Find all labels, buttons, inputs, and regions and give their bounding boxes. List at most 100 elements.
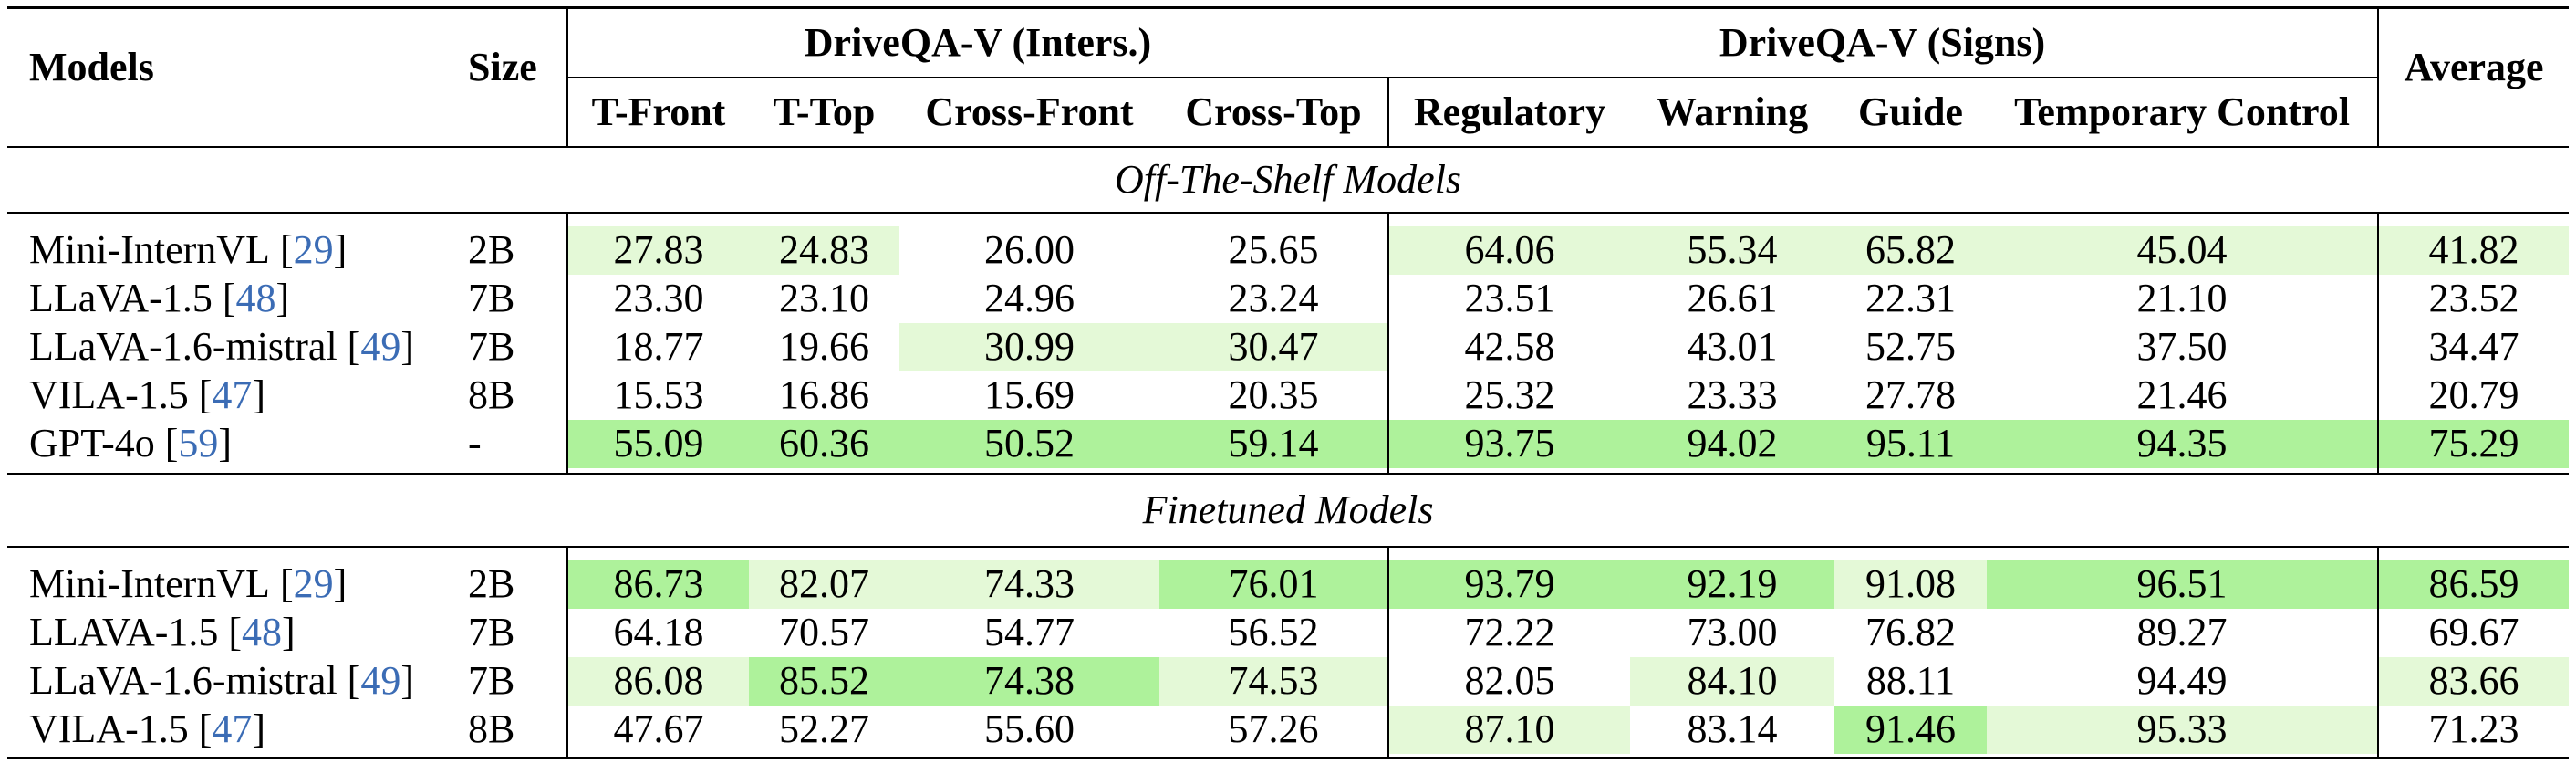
score-t-top: 16.86 bbox=[779, 372, 869, 418]
header-models: Models bbox=[7, 6, 452, 146]
table-spacer-cell bbox=[749, 546, 899, 560]
header-average: Average bbox=[2377, 6, 2570, 146]
table-spacer-cell bbox=[452, 546, 566, 560]
table-spacer-cell bbox=[2377, 212, 2570, 226]
table-spacer-cell bbox=[452, 754, 566, 759]
citation-close-bracket: ] bbox=[218, 421, 233, 466]
score-average: 83.66 bbox=[2377, 657, 2570, 706]
score-cross-top: 25.65 bbox=[1228, 227, 1319, 273]
table-spacer-cell bbox=[1630, 212, 1834, 226]
score-average: 20.79 bbox=[2377, 371, 2569, 420]
score-temporary-control: 21.46 bbox=[2136, 372, 2228, 418]
table-spacer-cell bbox=[566, 468, 749, 473]
score-regulatory: 87.10 bbox=[1387, 706, 1630, 754]
table-spacer-cell bbox=[7, 754, 452, 759]
citation-open-bracket: [ bbox=[164, 421, 179, 466]
citation-close-bracket: ] bbox=[252, 706, 266, 752]
score-cross-top: 20.35 bbox=[1228, 372, 1319, 418]
table-spacer-cell bbox=[1387, 754, 1630, 759]
table-spacer-cell bbox=[566, 212, 749, 226]
score-t-front: 23.30 bbox=[566, 275, 749, 323]
citation-link[interactable]: 47 bbox=[212, 706, 253, 752]
score-cross-front: 74.33 bbox=[899, 560, 1159, 609]
table-header: Models Size DriveQA-V (Inters.) DriveQA-… bbox=[7, 6, 2570, 146]
model-name: VILA-1.5 bbox=[29, 372, 189, 418]
model-cell: LLaVA-1.6-mistral [49] bbox=[7, 657, 452, 706]
section-title: Finetuned Models bbox=[7, 473, 2570, 546]
citation-link[interactable]: 29 bbox=[293, 227, 334, 273]
header-t-front: T-Front bbox=[566, 78, 749, 146]
model-name: LLaVA-1.6-mistral bbox=[29, 658, 338, 704]
score-warning: 26.61 bbox=[1687, 276, 1778, 321]
model-cell: Mini-InternVL [29] bbox=[7, 226, 452, 275]
score-average: 75.29 bbox=[2377, 420, 2570, 468]
score-warning: 55.34 bbox=[1630, 226, 1834, 275]
score-temporary-control: 45.04 bbox=[1987, 226, 2378, 275]
citation-link[interactable]: 29 bbox=[293, 561, 334, 607]
score-warning: 43.01 bbox=[1687, 324, 1778, 370]
model-cell: Mini-InternVL [29] bbox=[7, 560, 452, 609]
citation-link[interactable]: 49 bbox=[360, 324, 401, 370]
table-body: Off-The-Shelf Models Mini-InternVL [29] 2B 2… bbox=[7, 146, 2570, 759]
model-cell: LLaVA-1.6-mistral [49] bbox=[7, 323, 452, 371]
score-guide: 91.08 bbox=[1834, 560, 1987, 609]
citation-link[interactable]: 49 bbox=[360, 658, 401, 704]
citation: [48] bbox=[223, 276, 289, 320]
citation-open-bracket: [ bbox=[279, 227, 294, 273]
section-header-row: Off-The-Shelf Models bbox=[7, 146, 2570, 212]
score-average: 23.52 bbox=[2377, 275, 2569, 323]
citation-link[interactable]: 59 bbox=[178, 421, 219, 466]
model-size-cell: 7B bbox=[468, 276, 515, 321]
score-regulatory: 93.75 bbox=[1387, 420, 1630, 468]
header-row-columns: T-Front T-Top Cross-Front Cross-Top Regu… bbox=[7, 78, 2569, 146]
model-size-cell: 2B bbox=[468, 227, 515, 273]
score-warning: 94.02 bbox=[1630, 420, 1834, 468]
table-row: VILA-1.5 [47] 8B 15.53 16.86 15.69 20.35 25.32 2… bbox=[7, 371, 2569, 420]
table-spacer-cell bbox=[7, 546, 452, 560]
score-cross-top: 76.01 bbox=[1159, 560, 1387, 609]
citation-link[interactable]: 48 bbox=[235, 276, 276, 321]
header-row-groups: Models Size DriveQA-V (Inters.) DriveQA-… bbox=[7, 6, 2570, 146]
header-group-intersections: DriveQA-V (Inters.) bbox=[566, 6, 1387, 78]
score-cross-top: 57.26 bbox=[1228, 706, 1319, 752]
score-t-front: 27.83 bbox=[566, 226, 749, 275]
table-row: LLaVA-1.6-mistral [49] 7B 86.08 85.52 74.38 74… bbox=[7, 657, 2570, 706]
citation: [49] bbox=[348, 658, 414, 703]
model-size-cell: 7B bbox=[468, 324, 515, 370]
table-spacer-row bbox=[7, 468, 2569, 473]
citation-link[interactable]: 48 bbox=[242, 610, 283, 655]
score-t-front: 86.08 bbox=[566, 657, 749, 706]
score-temporary-control: 21.10 bbox=[2136, 276, 2228, 321]
header-temporary-control: Temporary Control bbox=[2014, 89, 2350, 134]
model-cell: GPT-4o [59] bbox=[7, 420, 452, 468]
table-spacer-row bbox=[7, 212, 2570, 226]
header-cross-front: Cross-Front bbox=[925, 89, 1134, 134]
table-row: Mini-InternVL [29] 2B 86.73 82.07 74.33 76.01 9… bbox=[7, 560, 2570, 609]
score-average: 34.47 bbox=[2377, 323, 2569, 371]
header-group-signs: DriveQA-V (Signs) bbox=[1387, 6, 2378, 78]
citation-close-bracket: ] bbox=[252, 372, 266, 418]
score-regulatory: 72.22 bbox=[1387, 609, 1630, 657]
table-row: LLaVA-1.6-mistral [49] 7B 18.77 19.66 30.99 30… bbox=[7, 323, 2569, 371]
model-name: Mini-InternVL bbox=[29, 561, 270, 607]
model-name: GPT-4o bbox=[29, 421, 155, 466]
score-temporary-control: 94.49 bbox=[2136, 658, 2228, 704]
table-container: Models Size DriveQA-V (Inters.) DriveQA-… bbox=[7, 6, 2570, 759]
header-warning: Warning bbox=[1656, 89, 1809, 134]
citation-link[interactable]: 47 bbox=[212, 372, 253, 418]
score-temporary-control: 37.50 bbox=[2136, 324, 2228, 370]
score-t-top: 85.52 bbox=[749, 657, 899, 706]
table-spacer-cell bbox=[1387, 468, 1630, 473]
citation-close-bracket: ] bbox=[282, 610, 296, 655]
score-t-top: 23.10 bbox=[779, 276, 869, 321]
table-spacer-cell bbox=[1387, 546, 1630, 560]
table-row: LLAVA-1.5 [48] 7B 64.18 70.57 54.77 56.52 72.22… bbox=[7, 609, 2569, 657]
citation-open-bracket: [ bbox=[198, 372, 213, 418]
table-row: VILA-1.5 [47] 8B 47.67 52.27 55.60 57.26 87.10 8… bbox=[7, 706, 2569, 754]
table-spacer-cell bbox=[899, 546, 1159, 560]
header-size: Size bbox=[452, 6, 566, 146]
score-t-top: 70.57 bbox=[779, 610, 869, 655]
citation: [47] bbox=[199, 372, 265, 417]
section-header-row: Finetuned Models bbox=[7, 473, 2570, 546]
score-cross-front: 30.99 bbox=[899, 323, 1159, 371]
